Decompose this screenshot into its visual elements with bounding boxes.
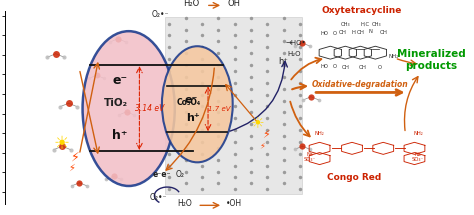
Text: O₂: O₂ <box>176 170 185 179</box>
Text: CH₃: CH₃ <box>340 22 350 27</box>
Text: OH: OH <box>358 65 366 70</box>
Text: h⁺: h⁺ <box>278 57 288 66</box>
Text: H: H <box>351 30 355 35</box>
Text: Mineralized
products: Mineralized products <box>397 49 465 71</box>
Text: OH: OH <box>227 0 240 8</box>
Text: ☀: ☀ <box>54 135 70 153</box>
Text: SO₃⁻: SO₃⁻ <box>412 157 424 162</box>
Text: NH₂: NH₂ <box>315 131 324 137</box>
Text: Oxytetracycline: Oxytetracycline <box>322 6 402 15</box>
Text: →HO•: →HO• <box>286 40 307 46</box>
Text: H₂O: H₂O <box>287 51 301 57</box>
Text: CH₃: CH₃ <box>372 22 382 27</box>
Text: ☀: ☀ <box>251 115 264 130</box>
Text: Co₃O₄: Co₃O₄ <box>177 98 201 107</box>
Text: Na: Na <box>415 152 421 157</box>
Text: ⚡: ⚡ <box>259 142 265 151</box>
Text: e⁻e⁻: e⁻e⁻ <box>153 170 171 179</box>
Text: 1.7 eV: 1.7 eV <box>208 106 230 112</box>
Ellipse shape <box>82 31 175 186</box>
Text: O: O <box>332 64 337 69</box>
Text: TiO₂: TiO₂ <box>104 98 128 108</box>
Text: OH: OH <box>380 30 388 35</box>
Text: e⁻: e⁻ <box>184 95 198 105</box>
Ellipse shape <box>162 46 233 162</box>
Text: 3.14 eV: 3.14 eV <box>136 104 165 112</box>
Text: H,C: H,C <box>360 22 369 27</box>
Text: ⚡: ⚡ <box>69 163 75 173</box>
Text: O₂•⁻: O₂•⁻ <box>152 10 170 19</box>
Text: O: O <box>332 31 337 37</box>
Text: O₂•⁻: O₂•⁻ <box>150 193 167 202</box>
Text: H₂O: H₂O <box>177 199 192 208</box>
Text: Congo Red: Congo Red <box>327 172 381 181</box>
Text: OH: OH <box>339 30 347 35</box>
Text: ⚡: ⚡ <box>71 150 80 163</box>
Text: OH: OH <box>356 30 364 35</box>
Text: h⁺: h⁺ <box>112 129 128 142</box>
Text: SO₃⁻: SO₃⁻ <box>303 157 316 162</box>
Text: O: O <box>378 65 382 70</box>
Text: HO: HO <box>320 31 328 37</box>
Bar <box>165 17 302 194</box>
Text: OH: OH <box>341 65 349 70</box>
Text: Oxidative-degradation: Oxidative-degradation <box>312 80 409 89</box>
Text: h⁺: h⁺ <box>186 113 200 123</box>
Text: ⚡: ⚡ <box>262 131 269 140</box>
Text: •OH: •OH <box>226 199 242 208</box>
Text: NH₂: NH₂ <box>413 131 423 137</box>
Text: N: N <box>369 29 373 34</box>
Text: H₂O: H₂O <box>183 0 199 8</box>
Text: HO: HO <box>320 64 328 69</box>
Text: Na: Na <box>306 152 313 157</box>
Text: e⁻: e⁻ <box>112 74 128 87</box>
Text: NH₂: NH₂ <box>388 54 399 59</box>
